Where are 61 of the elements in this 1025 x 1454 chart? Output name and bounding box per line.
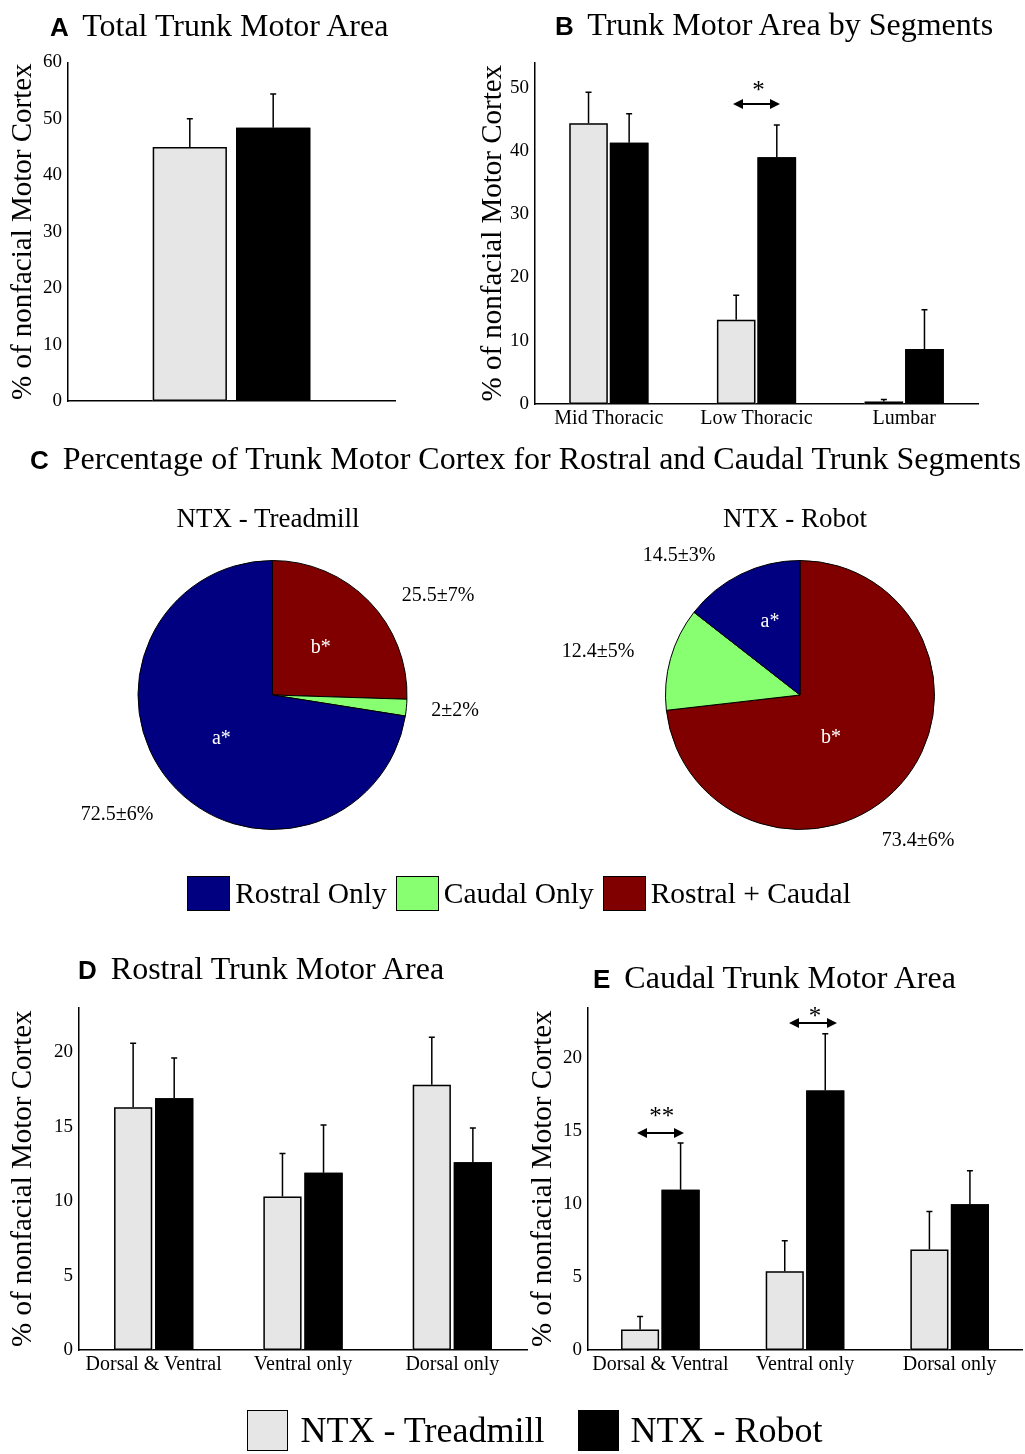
x-tick-label: Ventral only bbox=[253, 1352, 353, 1376]
y-tick-label: 10 bbox=[54, 1189, 73, 1211]
text: b* bbox=[821, 725, 841, 748]
data-label: 2±2% bbox=[431, 698, 479, 721]
chart-title: B Trunk Motor Area by Segments bbox=[555, 5, 994, 43]
chart-title: C Percentage of Trunk Motor Cortex for Rostral and Caudal Trunk Segments bbox=[30, 439, 1021, 477]
x-tick-label: Ventral only bbox=[755, 1352, 855, 1376]
y-tick-label: 10 bbox=[563, 1192, 582, 1214]
y-tick-label: 30 bbox=[510, 202, 529, 224]
annotation: * bbox=[807, 1001, 823, 1029]
chart-subtitle: NTX - Robot bbox=[723, 502, 867, 534]
text: b* bbox=[310, 635, 331, 658]
x-tick-label: Dorsal only bbox=[405, 1352, 500, 1376]
y-tick-label: 0 bbox=[572, 1337, 582, 1359]
legend-label: NTX - Robot bbox=[630, 1410, 823, 1451]
y-tick-label: 0 bbox=[519, 391, 529, 413]
x-tick-label: Dorsal only bbox=[902, 1352, 997, 1376]
text: a* bbox=[760, 609, 780, 632]
legend-label: NTX - Treadmill bbox=[300, 1410, 545, 1451]
y-tick-label: 50 bbox=[510, 75, 529, 97]
y-tick-label: 0 bbox=[63, 1337, 73, 1359]
y-tick-label: 15 bbox=[563, 1119, 582, 1141]
x-tick-label: Mid Thoracic bbox=[554, 406, 664, 429]
text: a* bbox=[211, 725, 231, 748]
y-tick-label: 10 bbox=[43, 332, 62, 354]
data-label: 72.5±6% bbox=[80, 802, 154, 825]
y-tick-label: 20 bbox=[563, 1046, 582, 1068]
y-tick-label: 30 bbox=[43, 219, 62, 241]
x-tick-label: Lumbar bbox=[872, 406, 937, 429]
data-label: 12.4±5% bbox=[561, 639, 635, 662]
x-tick-label: Low Thoracic bbox=[700, 406, 813, 429]
data-label: 25.5±7% bbox=[401, 583, 475, 606]
legend-label: Caudal Only bbox=[443, 876, 594, 911]
y-axis-title: % of nonfacial Motor Cortex bbox=[5, 62, 38, 401]
y-tick-label: 15 bbox=[54, 1114, 73, 1136]
y-tick-label: 0 bbox=[52, 388, 62, 410]
chart-title: E Caudal Trunk Motor Area bbox=[593, 958, 956, 996]
legend-label: Rostral + Caudal bbox=[650, 876, 851, 911]
y-axis-title: % of nonfacial Motor Cortex bbox=[5, 1009, 38, 1348]
y-tick-label: 40 bbox=[510, 138, 529, 160]
y-tick-label: 20 bbox=[54, 1040, 73, 1062]
y-tick-label: 60 bbox=[43, 50, 62, 72]
data-label: 73.4±6% bbox=[881, 828, 955, 851]
chart-subtitle: NTX - Treadmill bbox=[176, 502, 360, 534]
chart-title: A Total Trunk Motor Area bbox=[50, 6, 389, 44]
data-label: 14.5±3% bbox=[642, 543, 716, 566]
y-tick-label: 20 bbox=[43, 276, 62, 298]
y-tick-label: 40 bbox=[43, 163, 62, 185]
y-axis-title: % of nonfacial Motor Cortex bbox=[525, 1009, 558, 1348]
legend-label: Rostral Only bbox=[235, 876, 387, 911]
chart-title: D Rostral Trunk Motor Area bbox=[78, 949, 445, 987]
y-tick-label: 50 bbox=[43, 106, 62, 128]
annotation: * bbox=[751, 75, 766, 103]
y-tick-label: 10 bbox=[510, 328, 529, 350]
x-tick-label: Dorsal & Ventral bbox=[85, 1352, 223, 1375]
y-tick-label: 20 bbox=[510, 265, 529, 287]
x-tick-label: Dorsal & Ventral bbox=[592, 1352, 729, 1375]
y-tick-label: 5 bbox=[63, 1263, 73, 1285]
y-axis-title: % of nonfacial Motor Cortex bbox=[475, 64, 508, 402]
y-tick-label: 5 bbox=[572, 1265, 582, 1287]
annotation: ** bbox=[648, 1101, 676, 1129]
